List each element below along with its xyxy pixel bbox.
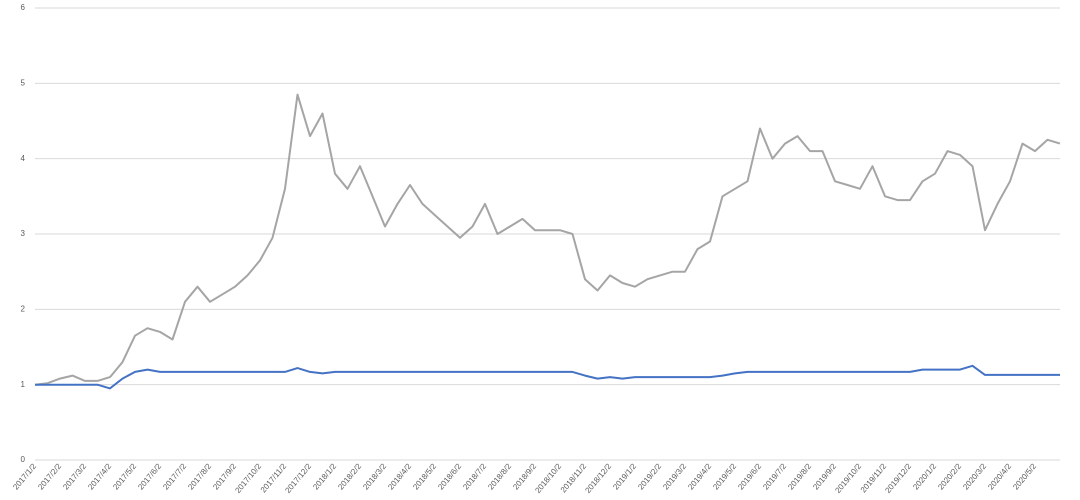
x-tick-label: 2019/2/2 — [636, 461, 663, 491]
x-tick-label: 2020/3/2 — [961, 461, 988, 491]
x-tick-label: 2017/5/2 — [111, 461, 138, 491]
x-tick-label: 2019/7/2 — [761, 461, 788, 491]
x-tick-label: 2019/3/2 — [661, 461, 688, 491]
x-tick-label: 2018/3/2 — [361, 461, 388, 491]
x-tick-label: 2017/6/2 — [136, 461, 163, 491]
y-tick-label: 2 — [21, 304, 26, 313]
x-tick-label: 2018/5/2 — [411, 461, 438, 491]
x-tick-label: 2018/8/2 — [486, 461, 513, 491]
x-tick-label: 2017/8/2 — [186, 461, 213, 491]
x-tick-label: 2020/2/2 — [936, 461, 963, 491]
x-tick-label: 2020/5/2 — [1011, 461, 1038, 491]
x-tick-label: 2017/3/2 — [61, 461, 88, 491]
x-tick-label: 2018/6/2 — [436, 461, 463, 491]
x-tick-label: 2017/2/2 — [36, 461, 63, 491]
y-tick-label: 1 — [21, 380, 26, 389]
x-tick-label: 2017/7/2 — [161, 461, 188, 491]
x-tick-label: 2018/1/2 — [311, 461, 338, 491]
x-tick-label: 2019/1/2 — [611, 461, 638, 491]
x-tick-label: 2020/4/2 — [986, 461, 1013, 491]
x-tick-label: 2019/8/2 — [786, 461, 813, 491]
y-tick-label: 5 — [21, 78, 26, 87]
x-tick-label: 2020/1/2 — [911, 461, 938, 491]
x-tick-label: 2019/6/2 — [736, 461, 763, 491]
y-tick-label: 3 — [21, 229, 26, 238]
x-tick-label: 2019/4/2 — [686, 461, 713, 491]
series-line — [35, 364, 1060, 390]
x-tick-label: 2018/4/2 — [386, 461, 413, 491]
x-tick-label: 2017/12/2 — [283, 461, 313, 494]
x-tick-label: 2017/4/2 — [86, 461, 113, 491]
x-tick-label: 2017/1/2 — [11, 461, 38, 491]
x-tick-label: 2019/12/2 — [883, 461, 913, 494]
y-tick-label: 4 — [21, 154, 26, 163]
series-line — [34, 93, 1061, 386]
x-tick-label: 2019/5/2 — [711, 461, 738, 491]
y-tick-label: 0 — [21, 455, 26, 464]
x-tick-label: 2018/12/2 — [583, 461, 613, 494]
x-tick-label: 2018/7/2 — [461, 461, 488, 491]
y-tick-label: 6 — [21, 3, 26, 12]
x-tick-label: 2018/2/2 — [336, 461, 363, 491]
